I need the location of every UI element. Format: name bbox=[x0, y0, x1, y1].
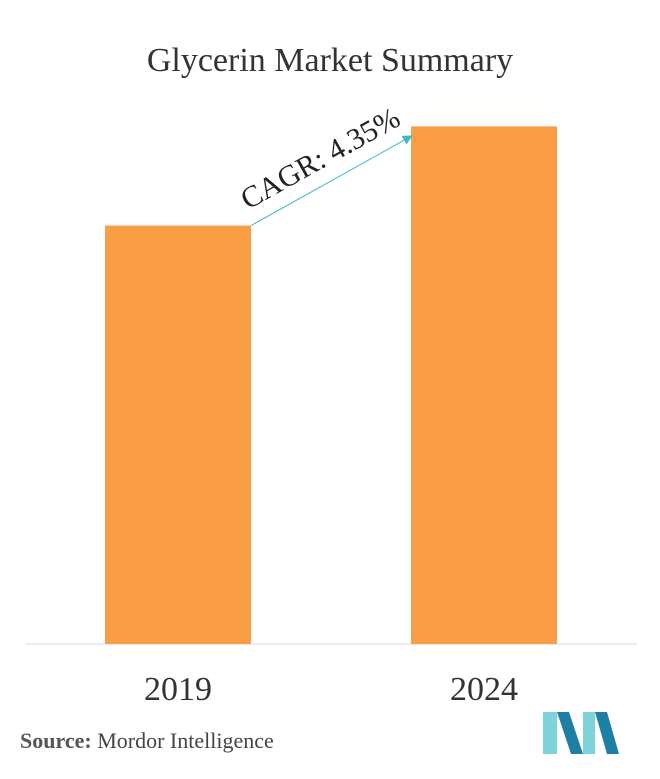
x-tick-label-2019: 2019 bbox=[144, 671, 212, 708]
source-note: Source: Mordor Intelligence bbox=[20, 728, 274, 754]
x-tick-label-2024: 2024 bbox=[450, 671, 518, 708]
source-text: Mordor Intelligence bbox=[97, 728, 274, 753]
mordor-logo-icon bbox=[543, 712, 619, 754]
source-label: Source: bbox=[20, 728, 92, 753]
cagr-label: CAGR: 4.35% bbox=[235, 101, 405, 216]
cagr-arrow bbox=[250, 135, 413, 226]
bar-2024 bbox=[411, 126, 557, 644]
bar-2019 bbox=[105, 225, 251, 645]
chart-title: Glycerin Market Summary bbox=[146, 42, 514, 79]
